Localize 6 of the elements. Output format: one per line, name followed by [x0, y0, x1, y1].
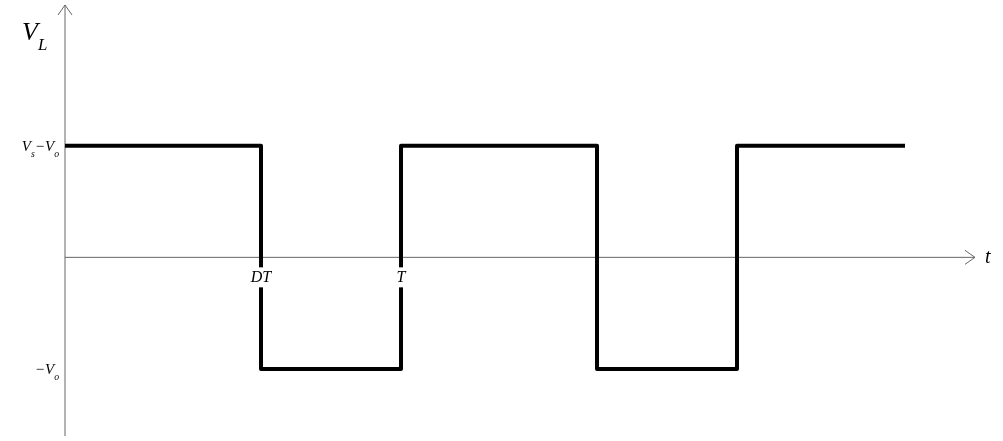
x-axis-title: t: [985, 245, 991, 268]
annotation: −V$_{o}$: [34, 361, 60, 382]
y-axis-title: V$_{L}$: [22, 17, 48, 54]
annotation: V$_{s}$−V$_{o}$: [21, 137, 60, 159]
x-tick-label: DT: [249, 268, 273, 286]
x-tick-label: T: [396, 268, 407, 286]
